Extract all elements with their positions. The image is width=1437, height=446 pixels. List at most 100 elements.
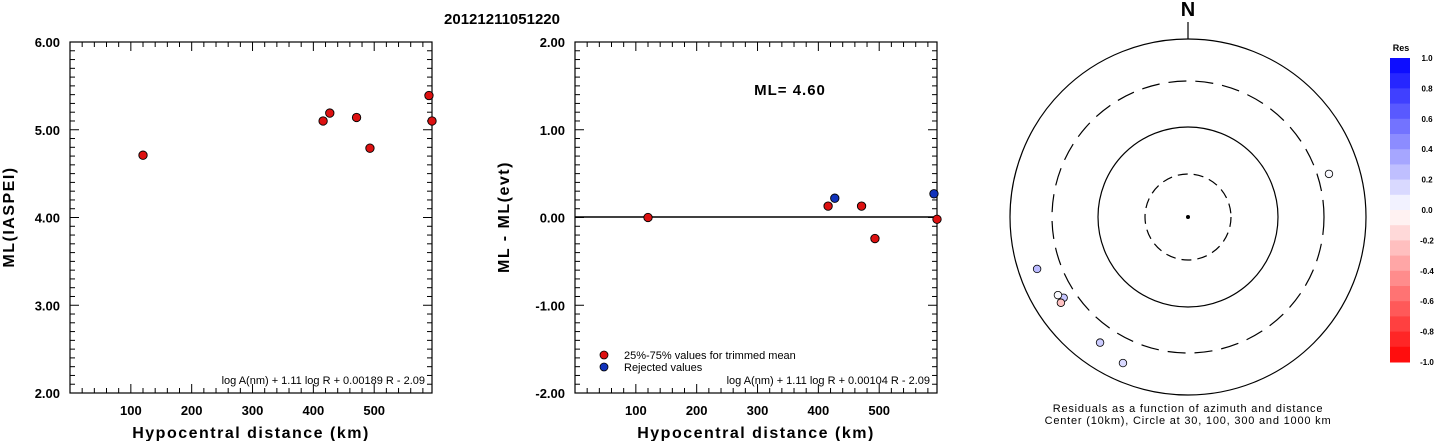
y-tick-label: 2.00 xyxy=(35,386,60,401)
colorbar-cell xyxy=(1390,103,1410,120)
y-tick-label: 6.00 xyxy=(35,35,60,50)
colorbar-cell xyxy=(1390,301,1410,317)
circle-100km xyxy=(1097,126,1279,308)
colorbar-cell xyxy=(1390,346,1410,363)
colorbar-cell xyxy=(1390,210,1410,226)
data-point xyxy=(856,201,867,211)
y-tick-label: 4.00 xyxy=(35,211,60,226)
data-point xyxy=(830,193,840,203)
colorbar-cell xyxy=(1390,134,1410,150)
colorbar-tick-label: 1.0 xyxy=(1421,54,1433,63)
y-axis-label: ML(IASPEI) xyxy=(1,166,18,267)
data-point xyxy=(932,214,942,224)
colorbar-tick-label: 0.0 xyxy=(1421,206,1433,215)
x-tick-label: 300 xyxy=(747,403,769,418)
station-point xyxy=(1056,298,1066,307)
polar-caption-line-2: Center (10km), Circle at 30, 100, 300 an… xyxy=(1045,415,1332,427)
legend-marker-rejected xyxy=(599,362,609,372)
x-tick-label: 200 xyxy=(686,403,708,418)
data-point xyxy=(365,143,375,153)
colorbar-tick-label: -1.0 xyxy=(1420,358,1434,367)
x-tick-label: 200 xyxy=(181,403,203,418)
x-tick-label: 100 xyxy=(120,403,142,418)
colorbar-cell xyxy=(1390,179,1410,196)
circle-300km xyxy=(1051,80,1325,354)
figure-title: 20121211051220 xyxy=(444,11,560,28)
x-axis-label: Hypocentral distance (km) xyxy=(132,425,370,441)
legend-label-accepted: 25%-75% values for trimmed mean xyxy=(624,350,796,362)
circle-30km xyxy=(1144,173,1232,261)
data-point xyxy=(823,201,833,211)
legend-marker-accepted xyxy=(599,350,609,360)
station-point xyxy=(1053,290,1063,300)
residual-vs-distance-panel: 100 200 300 400 500 -2.00 -1.00 0.00 1.00 2.00 ML… xyxy=(496,35,942,442)
colorbar-cells xyxy=(1390,58,1410,363)
data-point xyxy=(325,108,335,118)
data-point xyxy=(318,116,328,126)
data-point xyxy=(643,212,653,223)
residual-colorbar: Res 1.0 0.8 0.6 0.4 0.2 0.0 -0.2 -0.4 -0.6 -0.8 -1… xyxy=(1390,43,1434,367)
station-point xyxy=(1095,338,1105,347)
colorbar-cell xyxy=(1390,270,1410,287)
x-axis-label: Hypocentral distance (km) xyxy=(637,425,875,441)
y-tick-label: 2.00 xyxy=(540,35,565,50)
data-point xyxy=(929,189,939,199)
x-tick-label: 100 xyxy=(625,403,647,418)
colorbar-cell xyxy=(1390,118,1410,135)
colorbar-tick-label: 0.4 xyxy=(1421,145,1433,154)
colorbar-labels: 1.0 0.8 0.6 0.4 0.2 0.0 -0.2 -0.4 -0.6 -0.8 -1.0 xyxy=(1420,54,1434,367)
x-tick-label: 500 xyxy=(363,403,385,418)
data-point xyxy=(870,233,880,244)
colorbar-tick-label: -0.8 xyxy=(1420,328,1434,337)
data-points xyxy=(643,189,942,244)
y-tick-label: -2.00 xyxy=(535,386,565,401)
station-point xyxy=(1032,264,1042,274)
colorbar-cell xyxy=(1390,149,1410,165)
x-tick-label: 300 xyxy=(242,403,264,418)
plot-frame xyxy=(69,41,433,394)
legend-label-rejected: Rejected values xyxy=(624,362,703,374)
x-tick-label: 500 xyxy=(868,403,890,418)
y-tick-label: -1.00 xyxy=(535,298,565,313)
x-tick-label: 400 xyxy=(808,403,830,418)
formula-text: log A(nm) + 1.11 log R + 0.00104 R - 2.0… xyxy=(727,375,930,387)
colorbar-cell xyxy=(1390,240,1410,257)
ml-vs-distance-panel: 100 200 300 400 500 2.00 3.00 4.00 5.00 6.00 Hypo… xyxy=(1,35,437,442)
colorbar-tick-label: 0.8 xyxy=(1421,84,1433,93)
x-tick-label: 400 xyxy=(303,403,325,418)
y-tick-label: 1.00 xyxy=(540,123,565,138)
y-tick-label: 3.00 xyxy=(35,298,60,313)
station-points xyxy=(1032,169,1334,368)
colorbar-title: Res xyxy=(1393,43,1410,53)
colorbar-cell xyxy=(1390,286,1410,302)
tick-marks: 100 200 300 400 500 -2.00 -1.00 0.00 1.00 2.00 xyxy=(535,35,937,418)
data-point xyxy=(427,116,437,126)
colorbar-tick-label: 0.2 xyxy=(1421,176,1433,185)
colorbar-tick-label: -0.2 xyxy=(1420,236,1434,245)
colorbar-cell xyxy=(1390,225,1410,241)
tick-marks: 100 200 300 400 500 2.00 3.00 4.00 5.00 6.00 xyxy=(35,35,432,418)
circle-1000km xyxy=(1009,38,1367,396)
polar-caption-line-1: Residuals as a function of azimuth and d… xyxy=(1053,403,1324,415)
ml-annotation: ML= 4.60 xyxy=(754,82,826,99)
y-tick-label: 0.00 xyxy=(540,211,565,226)
center-dot xyxy=(1186,215,1190,219)
y-tick-label: 5.00 xyxy=(35,123,60,138)
azimuth-residual-panel: N Residuals as a function of azimuth and… xyxy=(1009,0,1367,427)
colorbar-cell xyxy=(1390,88,1410,105)
station-point xyxy=(1118,358,1128,368)
colorbar-cell xyxy=(1390,316,1410,333)
colorbar-tick-label: -0.6 xyxy=(1420,297,1434,306)
colorbar-cell xyxy=(1390,73,1410,89)
y-axis-label: ML - ML(evt) xyxy=(496,161,513,273)
colorbar-cell xyxy=(1390,255,1410,272)
data-point xyxy=(424,90,434,101)
colorbar-cell xyxy=(1390,331,1410,348)
colorbar-tick-label: -0.4 xyxy=(1420,267,1434,276)
colorbar-cell xyxy=(1390,164,1410,181)
data-points xyxy=(138,90,437,160)
formula-text: log A(nm) + 1.11 log R + 0.00189 R - 2.0… xyxy=(222,375,425,387)
colorbar-cell xyxy=(1390,194,1410,211)
